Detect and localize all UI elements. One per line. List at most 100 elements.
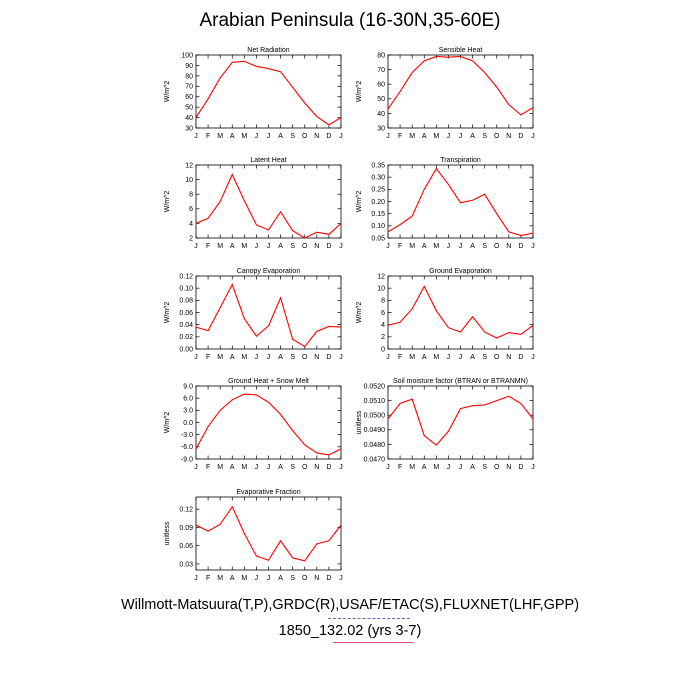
x-tick-label: A	[278, 243, 283, 250]
data-sources-caption: Willmott-Matsuura(T,P),GRDC(R),USAF/ETAC…	[120, 597, 580, 613]
x-tick-label: J	[531, 133, 535, 140]
panel-title: Ground Heat + Snow Melt	[228, 378, 309, 385]
x-tick-label: D	[326, 133, 331, 140]
x-tick-label: N	[314, 464, 319, 471]
x-tick-label: N	[506, 464, 511, 471]
x-tick-label: M	[409, 133, 415, 140]
y-tick-label: 0.06	[179, 310, 193, 317]
chart-panel-8: Soil moisture factor (BTRAN or BTRANMN) u…	[356, 378, 535, 471]
x-tick-label: A	[230, 243, 235, 250]
y-tick-label: 60	[185, 94, 193, 101]
y-tick-label: 0.35	[371, 162, 385, 169]
x-tick-label: O	[494, 133, 500, 140]
x-tick-label: A	[278, 354, 283, 361]
chart-panel-5: Canopy Evaporation W/m^2 0.00 0.02 0.04 0.06 0…	[164, 268, 343, 361]
series-line	[387, 285, 534, 339]
x-tick-label: J	[459, 243, 463, 250]
x-tick-label: A	[230, 575, 235, 582]
x-tick-label: N	[314, 575, 319, 582]
plot-frame	[387, 164, 534, 239]
y-tick-label: 9.0	[183, 383, 193, 390]
panel-title: Soil moisture factor (BTRAN or BTRANMN)	[393, 378, 528, 385]
y-tick-label: 0.09	[179, 525, 193, 532]
x-tick-label: F	[398, 354, 402, 361]
y-tick-label: 0.25	[371, 187, 385, 194]
y-tick-label: 10	[185, 177, 193, 184]
x-tick-label: A	[278, 464, 283, 471]
y-tick-label: 0.15	[371, 211, 385, 218]
plot-frame	[387, 275, 534, 350]
y-tick-label: 6	[189, 206, 193, 213]
x-tick-label: N	[314, 133, 319, 140]
x-tick-label: S	[290, 464, 295, 471]
y-tick-label: 0.0510	[364, 398, 386, 405]
panel-title: Canopy Evaporation	[237, 268, 301, 275]
x-tick-label: S	[482, 464, 487, 471]
x-tick-label: O	[494, 354, 500, 361]
y-tick-label: 50	[185, 105, 193, 112]
x-tick-label: J	[386, 133, 390, 140]
y-tick-label: 2	[189, 235, 193, 242]
x-tick-label: A	[230, 133, 235, 140]
x-tick-label: O	[302, 243, 308, 250]
chart-panel-4: Transpiration W/m^2 0.05 0.10 0.15 0.20 0.25 0.…	[356, 157, 535, 250]
x-tick-label: J	[194, 354, 198, 361]
x-tick-label: M	[241, 133, 247, 140]
x-tick-label: J	[194, 243, 198, 250]
x-tick-label: M	[409, 354, 415, 361]
y-tick-label: -3.0	[181, 432, 193, 439]
series-line	[387, 167, 534, 237]
x-tick-label: J	[267, 575, 271, 582]
series-line	[195, 60, 342, 126]
series-line	[387, 395, 534, 446]
x-tick-label: J	[194, 133, 198, 140]
y-tick-label: 6.0	[183, 396, 193, 403]
x-tick-label: A	[278, 575, 283, 582]
x-tick-label: F	[398, 243, 402, 250]
x-tick-label: J	[255, 575, 259, 582]
x-tick-label: M	[433, 243, 439, 250]
y-tick-label: 50	[377, 96, 385, 103]
x-tick-label: M	[433, 133, 439, 140]
x-tick-label: J	[267, 243, 271, 250]
x-tick-label: J	[531, 243, 535, 250]
y-tick-label: 0.10	[371, 223, 385, 230]
series-line	[195, 283, 342, 348]
y-tick-label: 30	[185, 125, 193, 132]
x-tick-label: J	[386, 243, 390, 250]
x-tick-label: J	[531, 464, 535, 471]
x-tick-label: S	[290, 575, 295, 582]
x-tick-label: O	[494, 243, 500, 250]
plot-frame	[195, 385, 342, 460]
plot-frame	[195, 164, 342, 239]
x-tick-label: J	[339, 133, 343, 140]
x-tick-label: N	[506, 354, 511, 361]
y-tick-label: 0.12	[179, 273, 193, 280]
y-tick-label: 0.0470	[364, 456, 386, 463]
x-tick-label: M	[217, 243, 223, 250]
x-tick-label: J	[459, 464, 463, 471]
panel-title: Transpiration	[440, 157, 481, 164]
x-tick-label: S	[482, 243, 487, 250]
x-tick-label: A	[422, 133, 427, 140]
y-tick-label: 0.0520	[364, 383, 386, 390]
y-tick-label: 0.0490	[364, 427, 386, 434]
y-tick-label: 0.0	[183, 420, 193, 427]
y-tick-label: 8	[189, 192, 193, 199]
x-tick-label: J	[267, 464, 271, 471]
x-tick-label: J	[339, 354, 343, 361]
y-tick-label: 0.02	[179, 334, 193, 341]
x-tick-label: N	[506, 133, 511, 140]
y-axis-label: W/m^2	[356, 81, 363, 103]
y-tick-label: 80	[377, 52, 385, 59]
x-tick-label: A	[278, 133, 283, 140]
y-tick-label: 0.20	[371, 199, 385, 206]
x-tick-label: J	[459, 354, 463, 361]
y-tick-label: 0.03	[179, 561, 193, 568]
y-tick-label: 0.0480	[364, 442, 386, 449]
x-tick-label: J	[255, 464, 259, 471]
panel-title: Sensible Heat	[439, 47, 483, 54]
plot-frame	[387, 54, 534, 129]
x-tick-label: M	[433, 354, 439, 361]
